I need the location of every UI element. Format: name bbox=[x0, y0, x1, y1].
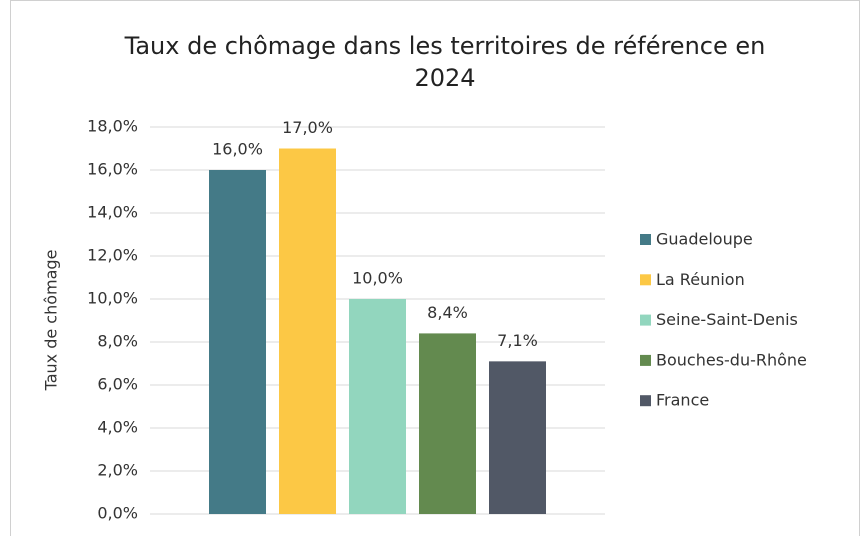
data-label: 7,1% bbox=[497, 331, 538, 350]
y-tick-label: 4,0% bbox=[97, 418, 138, 437]
legend-swatch bbox=[640, 395, 651, 407]
data-label: 17,0% bbox=[282, 118, 333, 137]
y-tick-label: 10,0% bbox=[87, 289, 138, 308]
y-tick-label: 12,0% bbox=[87, 246, 138, 265]
bar bbox=[349, 299, 406, 514]
data-label: 16,0% bbox=[212, 140, 263, 159]
legend-swatch bbox=[640, 314, 651, 326]
legend-swatch bbox=[640, 234, 651, 245]
legend-swatch bbox=[640, 354, 651, 366]
y-tick-label: 16,0% bbox=[87, 160, 138, 179]
bar bbox=[279, 148, 336, 514]
bar bbox=[419, 333, 476, 514]
y-tick-label: 8,0% bbox=[97, 332, 138, 351]
legend-label: France bbox=[656, 391, 709, 410]
bar bbox=[209, 170, 266, 514]
legend-label: La Réunion bbox=[656, 270, 745, 289]
y-tick-label: 18,0% bbox=[87, 117, 138, 136]
y-tick-label: 14,0% bbox=[87, 203, 138, 222]
legend-label: Seine-Saint-Denis bbox=[656, 310, 798, 329]
y-axis-label: Taux de chômage bbox=[42, 250, 61, 392]
y-tick-label: 6,0% bbox=[97, 375, 138, 394]
bar bbox=[489, 361, 546, 514]
legend-label: Guadeloupe bbox=[656, 230, 753, 249]
legend-swatch bbox=[640, 274, 651, 286]
legend-label: Bouches-du-Rhône bbox=[656, 350, 807, 369]
y-tick-label: 2,0% bbox=[97, 461, 138, 480]
data-label: 8,4% bbox=[427, 303, 468, 322]
chart-title: Taux de chômage dans les territoires de … bbox=[124, 32, 766, 92]
y-tick-label: 0,0% bbox=[97, 504, 138, 523]
data-label: 10,0% bbox=[352, 269, 403, 288]
